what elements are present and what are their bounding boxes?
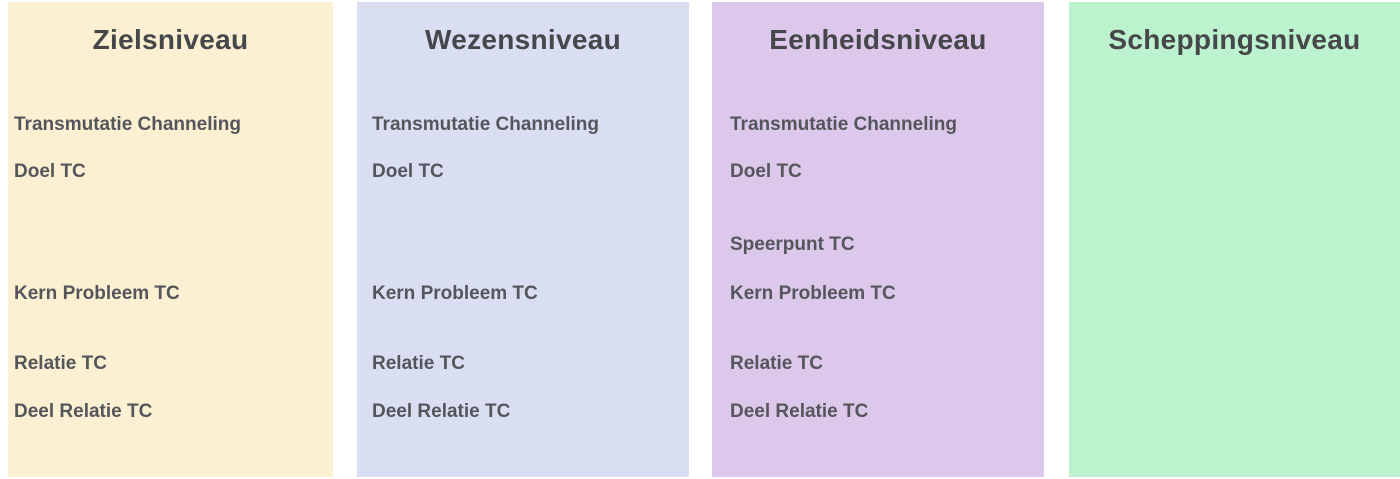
item-doel-tc: Doel TC — [730, 161, 802, 182]
item-doel-tc: Doel TC — [372, 161, 444, 182]
item-deel-relatie-tc: Deel Relatie TC — [14, 401, 153, 422]
column-zielsniveau: Zielsniveau Transmutatie Channeling Doel… — [8, 2, 333, 477]
item-relatie-tc: Relatie TC — [14, 353, 107, 374]
item-transmutatie-channeling: Transmutatie Channeling — [14, 114, 241, 135]
item-transmutatie-channeling: Transmutatie Channeling — [730, 114, 957, 135]
item-deel-relatie-tc: Deel Relatie TC — [372, 401, 511, 422]
item-doel-tc: Doel TC — [14, 161, 86, 182]
item-relatie-tc: Relatie TC — [730, 353, 823, 374]
column-title-zielsniveau: Zielsniveau — [92, 24, 249, 55]
column-scheppingsniveau: Scheppingsniveau — [1069, 2, 1400, 477]
item-transmutatie-channeling: Transmutatie Channeling — [372, 114, 599, 135]
item-relatie-tc: Relatie TC — [372, 353, 465, 374]
column-eenheidsniveau: Eenheidsniveau Transmutatie Channeling D… — [712, 2, 1044, 477]
item-kern-probleem-tc: Kern Probleem TC — [372, 283, 538, 304]
item-kern-probleem-tc: Kern Probleem TC — [14, 283, 180, 304]
item-deel-relatie-tc: Deel Relatie TC — [730, 401, 869, 422]
column-title-eenheidsniveau: Eenheidsniveau — [769, 24, 987, 55]
column-title-wezensniveau: Wezensniveau — [424, 24, 622, 55]
item-speerpunt-tc: Speerpunt TC — [730, 234, 855, 255]
item-kern-probleem-tc: Kern Probleem TC — [730, 283, 896, 304]
column-title-scheppingsniveau: Scheppingsniveau — [1108, 24, 1361, 55]
column-wezensniveau: Wezensniveau Transmutatie Channeling Doe… — [357, 2, 689, 477]
